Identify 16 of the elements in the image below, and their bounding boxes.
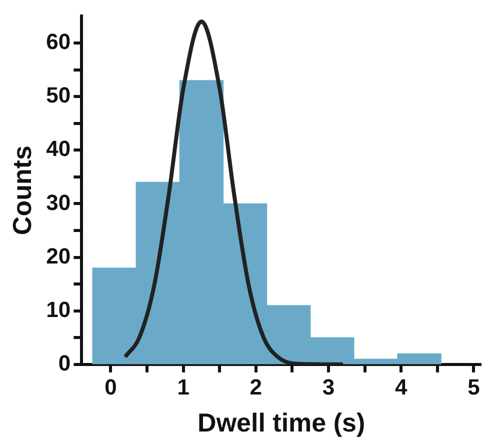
x-tick-label: 0 (104, 374, 117, 400)
y-tick-label: 40 (46, 136, 71, 162)
x-tick-label: 5 (468, 374, 480, 400)
y-tick-label: 10 (46, 296, 71, 322)
y-tick-label: 0 (58, 350, 71, 376)
x-tick-label: 3 (322, 374, 335, 400)
x-tick-label: 1 (177, 374, 190, 400)
y-tick-label: 60 (46, 29, 71, 54)
x-axis-title: Dwell time (s) (198, 408, 366, 438)
y-tick-label: 30 (46, 190, 71, 215)
y-tick-label: 50 (46, 82, 71, 108)
x-tick-label: 2 (250, 374, 262, 400)
y-axis-title: Counts (6, 146, 37, 236)
x-tick-label: 4 (395, 374, 408, 400)
line-series (123, 20, 346, 364)
y-tick-label: 20 (46, 243, 71, 268)
